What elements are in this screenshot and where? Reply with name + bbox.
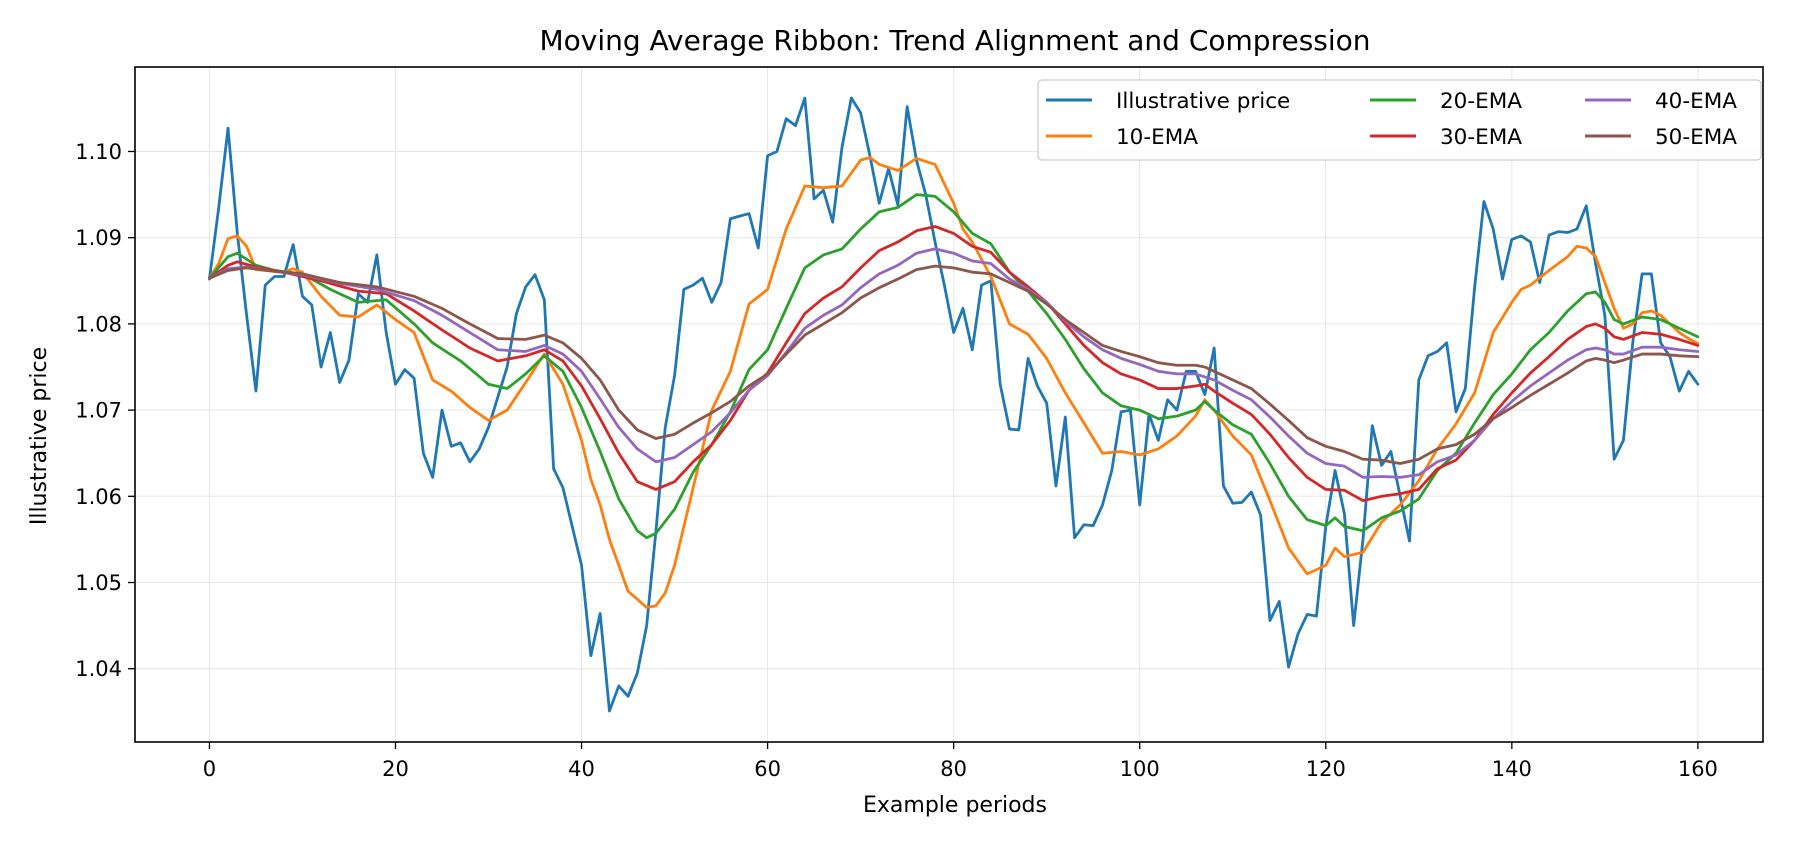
y-tick-label: 1.08 [75,312,122,336]
legend-label-illustrative-price: Illustrative price [1116,89,1290,114]
chart-title: Moving Average Ribbon: Trend Alignment a… [539,24,1370,57]
legend-label-30-ema: 30-EMA [1440,125,1522,150]
x-tick-label: 40 [568,757,595,781]
legend-frame [1037,79,1762,161]
series-line-30-ema [208,225,1700,503]
x-tick-label: 100 [1120,757,1160,781]
y-axis-ticks: 1.04 1.05 1.06 1.07 1.08 1.09 1.10 [75,140,135,681]
y-axis-label: Illustrative price [27,347,52,525]
x-tick-label: 120 [1306,757,1346,781]
x-tick-label: 60 [754,757,781,781]
legend-label-10-ema: 10-EMA [1116,125,1198,150]
y-tick-label: 1.06 [75,485,122,509]
y-tick-label: 1.04 [75,657,122,681]
legend: Illustrative price 10-EMA 20-EMA 30-EMA 40-E… [1037,79,1762,161]
y-tick-label: 1.07 [75,399,122,423]
x-tick-label: 20 [382,757,409,781]
x-tick-label: 80 [940,757,967,781]
gridlines [135,67,1763,742]
series-line-40-ema [208,247,1700,479]
x-axis-ticks: 0 20 40 60 80 100 120 140 160 [203,742,1718,781]
plot-area-frame [134,66,1764,743]
series-line-10-ema [208,156,1700,609]
legend-label-40-ema: 40-EMA [1655,89,1737,114]
y-tick-label: 1.09 [75,226,122,250]
series-line-20-ema [208,193,1700,540]
legend-label-50-ema: 50-EMA [1655,125,1737,150]
x-tick-label: 0 [203,757,216,781]
x-tick-label: 140 [1492,757,1532,781]
y-tick-label: 1.05 [75,571,122,595]
series-lines [208,96,1700,713]
x-tick-label: 160 [1678,757,1718,781]
series-line-50-ema [208,264,1700,465]
series-line-illustrative-price [208,96,1700,713]
legend-label-20-ema: 20-EMA [1440,89,1522,114]
x-axis-label: Example periods [863,793,1047,818]
y-tick-label: 1.10 [75,140,122,164]
